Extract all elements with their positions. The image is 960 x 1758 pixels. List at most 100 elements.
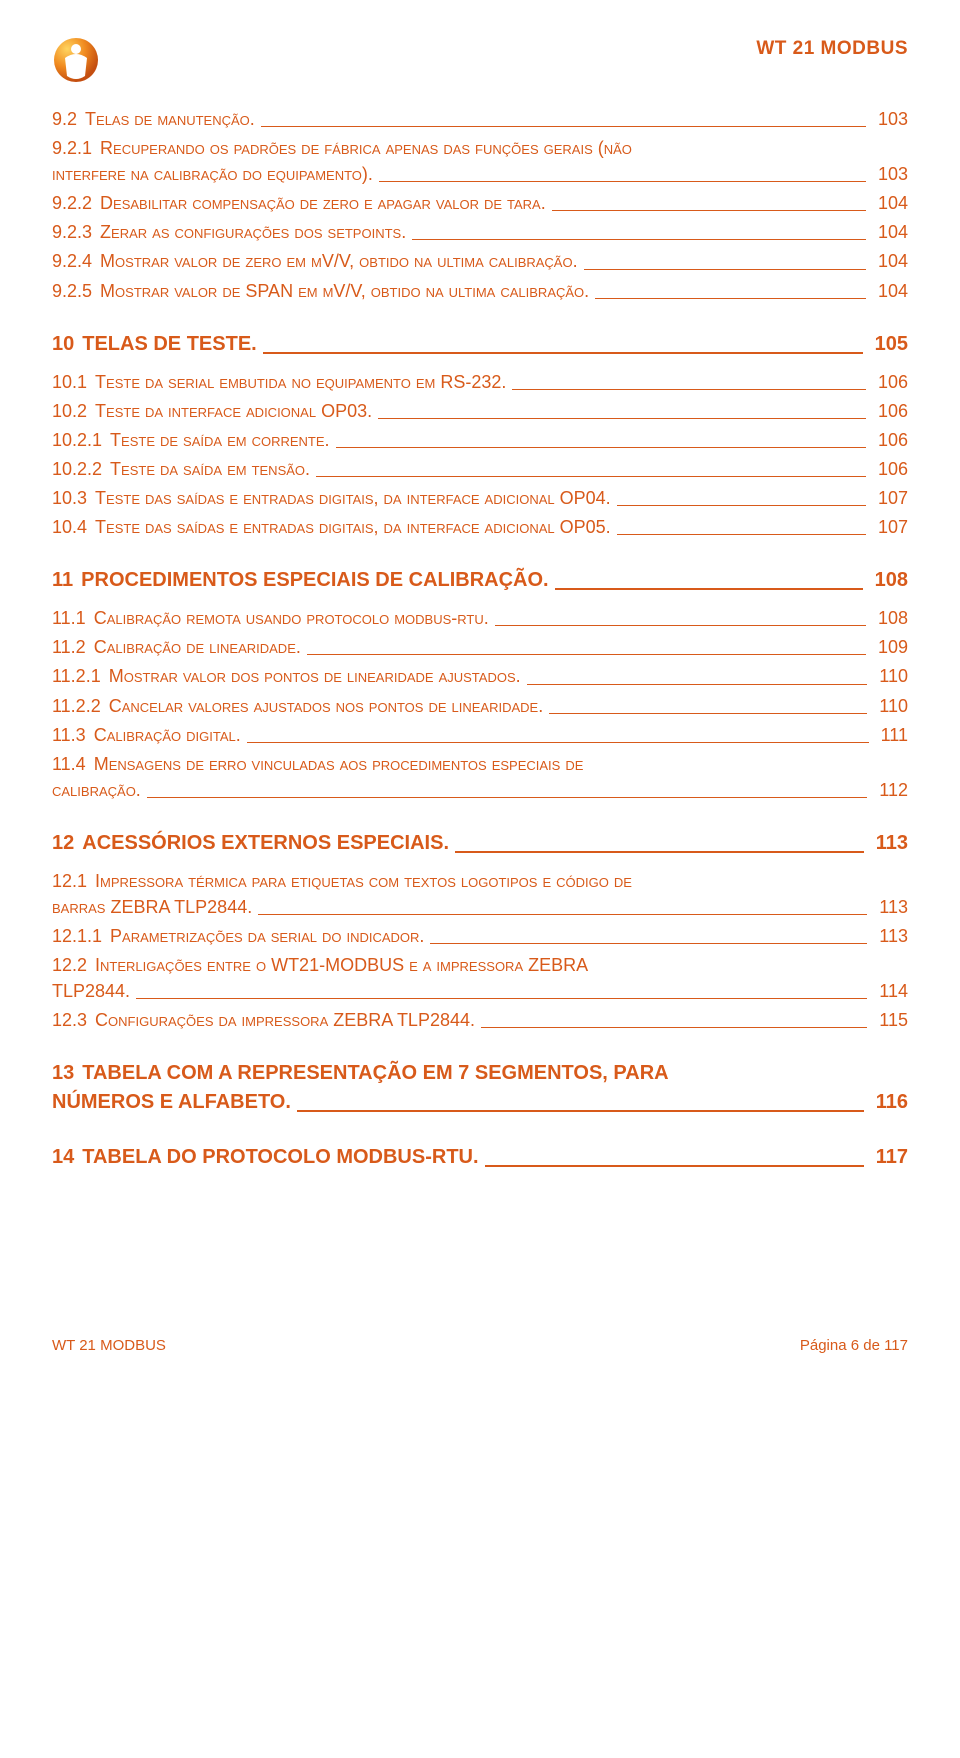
toc-section[interactable]: 10TELAS DE TESTE.105	[52, 330, 908, 359]
toc-item[interactable]: 9.2.1Recuperando os padrões de fábrica a…	[52, 135, 908, 187]
toc-section[interactable]: 14TABELA DO PROTOCOLO MODBUS-RTU.117	[52, 1143, 908, 1172]
toc-item[interactable]: 11.2Calibração de linearidade.109	[52, 634, 908, 660]
toc-title: Calibração remota usando protocolo modbu…	[94, 605, 489, 631]
toc-page: 108	[869, 566, 908, 595]
toc-title-continued: NÚMEROS E ALFABETO.	[52, 1088, 291, 1117]
toc-leader	[584, 269, 866, 270]
toc-leader	[336, 447, 866, 448]
toc-section[interactable]: 11PROCEDIMENTOS ESPECIAIS DE CALIBRAÇÃO.…	[52, 566, 908, 595]
toc-number: 9.2	[52, 106, 85, 132]
toc-item[interactable]: 11.4Mensagens de erro vinculadas aos pro…	[52, 751, 908, 803]
page-header: WT 21 MODBUS	[52, 36, 908, 84]
toc-leader	[495, 625, 866, 626]
toc-number: 12	[52, 829, 82, 858]
brand-logo-icon	[52, 36, 100, 84]
toc-number: 10.4	[52, 514, 95, 540]
toc-number: 9.2.2	[52, 190, 100, 216]
toc-number: 12.3	[52, 1007, 95, 1033]
toc-title: Teste das saídas e entradas digitais, da…	[95, 485, 611, 511]
toc-page: 111	[875, 722, 908, 748]
toc-title: Configurações da impressora ZEBRA TLP284…	[95, 1007, 475, 1033]
toc-item[interactable]: 11.2.1Mostrar valor dos pontos de linear…	[52, 663, 908, 689]
toc-item[interactable]: 11.1Calibração remota usando protocolo m…	[52, 605, 908, 631]
toc-number: 11.3	[52, 722, 94, 748]
toc-number: 12.1.1	[52, 923, 110, 949]
toc-page: 113	[870, 829, 908, 858]
footer-left: WT 21 MODBUS	[52, 1337, 166, 1354]
toc-leader	[485, 1165, 864, 1167]
toc-leader	[430, 943, 867, 944]
toc-title: Teste da serial embutida no equipamento …	[95, 369, 506, 395]
toc-item[interactable]: 12.1Impressora térmica para etiquetas co…	[52, 868, 908, 920]
toc-page: 112	[873, 777, 908, 803]
toc-item[interactable]: 9.2.3Zerar as configurações dos setpoint…	[52, 219, 908, 245]
toc-item[interactable]: 10.2.1Teste de saída em corrente.106	[52, 427, 908, 453]
toc-title: Telas de manutenção.	[85, 106, 255, 132]
toc-item[interactable]: 9.2Telas de manutenção.103	[52, 106, 908, 132]
toc-item[interactable]: 9.2.2Desabilitar compensação de zero e a…	[52, 190, 908, 216]
toc-number: 12.2	[52, 955, 95, 975]
toc-page: 104	[872, 278, 908, 304]
toc-item[interactable]: 10.4Teste das saídas e entradas digitais…	[52, 514, 908, 540]
toc-item[interactable]: 10.1Teste da serial embutida no equipame…	[52, 369, 908, 395]
toc-title: Parametrizações da serial do indicador.	[110, 923, 424, 949]
toc-number: 11.2.1	[52, 663, 109, 689]
toc-leader	[307, 654, 866, 655]
toc-item[interactable]: 10.3Teste das saídas e entradas digitais…	[52, 485, 908, 511]
toc-leader	[555, 588, 863, 590]
toc-page: 107	[872, 514, 908, 540]
toc-item[interactable]: 10.2Teste da interface adicional OP03.10…	[52, 398, 908, 424]
toc-number: 13	[52, 1062, 82, 1084]
toc-number: 10	[52, 330, 82, 359]
toc-page: 113	[873, 894, 908, 920]
toc-title: Teste da saída em tensão.	[110, 456, 310, 482]
toc-item[interactable]: 12.1.1Parametrizações da serial do indic…	[52, 923, 908, 949]
toc-number: 11.1	[52, 605, 94, 631]
toc-page: 110	[873, 663, 908, 689]
toc-title: Calibração de linearidade.	[94, 634, 301, 660]
toc-title-continued: calibração.	[52, 777, 141, 803]
toc-title-continued: barras ZEBRA TLP2844.	[52, 894, 252, 920]
toc-section[interactable]: 12ACESSÓRIOS EXTERNOS ESPECIAIS. 113	[52, 829, 908, 858]
toc-number: 9.2.4	[52, 248, 100, 274]
toc-item[interactable]: 11.3Calibração digital. 111	[52, 722, 908, 748]
toc-title: Recuperando os padrões de fábrica apenas…	[100, 138, 632, 158]
toc-item[interactable]: 11.2.2Cancelar valores ajustados nos pon…	[52, 693, 908, 719]
toc-leader	[247, 742, 869, 743]
toc-number: 10.2.1	[52, 427, 110, 453]
toc-title: Mostrar valor dos pontos de linearidade …	[109, 663, 521, 689]
document-title: WT 21 MODBUS	[756, 38, 908, 60]
toc-section[interactable]: 13TABELA COM A REPRESENTAÇÃO EM 7 SEGMEN…	[52, 1059, 908, 1117]
toc-page: 116	[870, 1088, 908, 1117]
toc-number: 10.2.2	[52, 456, 110, 482]
toc-number: 10.2	[52, 398, 95, 424]
toc-number: 12.1	[52, 871, 95, 891]
toc-item[interactable]: 12.3Configurações da impressora ZEBRA TL…	[52, 1007, 908, 1033]
toc-leader	[379, 181, 866, 182]
toc-page: 108	[872, 605, 908, 631]
toc-number: 9.2.5	[52, 278, 100, 304]
toc-leader	[263, 352, 863, 354]
toc-page: 104	[872, 190, 908, 216]
toc-title: Teste de saída em corrente.	[110, 427, 329, 453]
toc-title: TABELA COM A REPRESENTAÇÃO EM 7 SEGMENTO…	[82, 1062, 668, 1084]
toc-item[interactable]: 10.2.2Teste da saída em tensão. 106	[52, 456, 908, 482]
toc-leader	[512, 389, 866, 390]
toc-page: 106	[872, 456, 908, 482]
toc-item[interactable]: 9.2.4Mostrar valor de zero em mV/V, obti…	[52, 248, 908, 274]
toc-page: 104	[872, 248, 908, 274]
toc-number: 11.2.2	[52, 693, 109, 719]
toc-leader	[412, 239, 866, 240]
toc-title: ACESSÓRIOS EXTERNOS ESPECIAIS.	[82, 829, 449, 858]
toc-leader	[147, 797, 867, 798]
toc-item[interactable]: 12.2Interligações entre o WT21-MODBUS e …	[52, 952, 908, 1004]
toc-title: Calibração digital.	[94, 722, 241, 748]
toc-title: Interligações entre o WT21-MODBUS e a im…	[95, 955, 588, 975]
toc-item[interactable]: 9.2.5Mostrar valor de SPAN em mV/V, obti…	[52, 278, 908, 304]
toc-number: 11	[52, 566, 81, 595]
toc-page: 113	[873, 923, 908, 949]
toc-title: Mostrar valor de SPAN em mV/V, obtido na…	[100, 278, 589, 304]
toc-leader	[617, 534, 866, 535]
toc-title: Zerar as configurações dos setpoints.	[100, 219, 406, 245]
toc-title: Impressora térmica para etiquetas com te…	[95, 871, 632, 891]
